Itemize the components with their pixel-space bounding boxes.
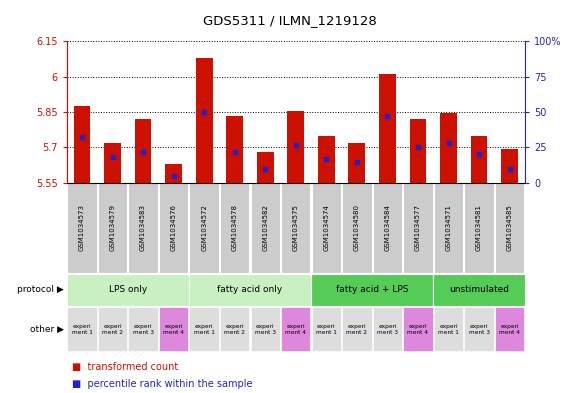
Bar — [67, 307, 97, 351]
Text: GSM1034582: GSM1034582 — [262, 204, 269, 252]
Text: GSM1034581: GSM1034581 — [476, 204, 482, 252]
Bar — [128, 307, 158, 351]
Text: experi
ment 2: experi ment 2 — [346, 324, 367, 334]
Text: experi
ment 4: experi ment 4 — [163, 324, 184, 334]
Bar — [403, 183, 433, 273]
Text: ■  transformed count: ■ transformed count — [72, 362, 179, 373]
Text: experi
ment 2: experi ment 2 — [224, 324, 245, 334]
Text: experi
ment 1: experi ment 1 — [194, 324, 215, 334]
Bar — [495, 183, 524, 273]
Bar — [342, 307, 372, 351]
Bar — [409, 119, 426, 183]
Text: experi
ment 1: experi ment 1 — [71, 324, 92, 334]
Bar — [433, 274, 525, 306]
Text: experi
ment 1: experi ment 1 — [438, 324, 459, 334]
Text: experi
ment 4: experi ment 4 — [499, 324, 520, 334]
Bar — [373, 307, 402, 351]
Bar — [288, 111, 304, 183]
Bar — [311, 183, 341, 273]
Bar — [281, 183, 310, 273]
Text: GSM1034580: GSM1034580 — [354, 204, 360, 252]
Bar — [220, 183, 249, 273]
Text: experi
ment 3: experi ment 3 — [133, 324, 154, 334]
Text: experi
ment 3: experi ment 3 — [469, 324, 490, 334]
Bar — [74, 106, 90, 183]
Bar — [465, 307, 494, 351]
Text: experi
ment 3: experi ment 3 — [255, 324, 276, 334]
Bar — [349, 143, 365, 183]
Text: GSM1034578: GSM1034578 — [231, 204, 238, 252]
Text: GSM1034575: GSM1034575 — [293, 204, 299, 252]
Text: experi
ment 1: experi ment 1 — [316, 324, 337, 334]
Text: GSM1034584: GSM1034584 — [385, 204, 390, 252]
Text: GSM1034572: GSM1034572 — [201, 204, 207, 252]
Text: GSM1034576: GSM1034576 — [171, 204, 177, 252]
Bar — [220, 307, 249, 351]
Bar — [159, 183, 188, 273]
Text: other ▶: other ▶ — [30, 325, 64, 334]
Bar — [434, 183, 463, 273]
Bar — [311, 274, 433, 306]
Text: experi
ment 3: experi ment 3 — [377, 324, 398, 334]
Bar — [67, 183, 97, 273]
Bar — [440, 113, 457, 183]
Text: GSM1034577: GSM1034577 — [415, 204, 421, 252]
Bar — [318, 136, 335, 183]
Bar — [281, 307, 310, 351]
Bar — [373, 183, 402, 273]
Bar — [196, 58, 212, 183]
Bar — [104, 143, 121, 183]
Bar — [165, 164, 182, 183]
Bar — [98, 307, 127, 351]
Bar — [311, 307, 341, 351]
Text: ■  percentile rank within the sample: ■ percentile rank within the sample — [72, 379, 253, 389]
Bar — [495, 307, 524, 351]
Bar — [257, 152, 274, 183]
Text: experi
ment 4: experi ment 4 — [408, 324, 429, 334]
Text: GSM1034583: GSM1034583 — [140, 204, 146, 252]
Text: GSM1034585: GSM1034585 — [506, 204, 513, 252]
Bar — [226, 116, 243, 183]
Bar — [403, 307, 433, 351]
Bar — [98, 183, 127, 273]
Bar — [190, 183, 219, 273]
Text: experi
ment 2: experi ment 2 — [102, 324, 123, 334]
Bar — [342, 183, 372, 273]
Bar — [434, 307, 463, 351]
Bar — [190, 307, 219, 351]
Text: protocol ▶: protocol ▶ — [17, 285, 64, 294]
Bar — [135, 119, 151, 183]
Bar — [67, 274, 189, 306]
Text: GSM1034571: GSM1034571 — [445, 204, 452, 252]
Bar — [471, 136, 487, 183]
Bar — [159, 307, 188, 351]
Bar — [501, 149, 518, 183]
Text: GSM1034579: GSM1034579 — [110, 204, 115, 252]
Text: unstimulated: unstimulated — [449, 285, 509, 294]
Text: fatty acid + LPS: fatty acid + LPS — [336, 285, 408, 294]
Text: experi
ment 4: experi ment 4 — [285, 324, 306, 334]
Bar — [189, 274, 311, 306]
Bar — [251, 307, 280, 351]
Text: GDS5311 / ILMN_1219128: GDS5311 / ILMN_1219128 — [203, 14, 377, 27]
Bar — [379, 74, 396, 183]
Bar — [128, 183, 158, 273]
Bar — [465, 183, 494, 273]
Bar — [251, 183, 280, 273]
Text: GSM1034574: GSM1034574 — [323, 204, 329, 252]
Text: GSM1034573: GSM1034573 — [79, 204, 85, 252]
Text: LPS only: LPS only — [108, 285, 147, 294]
Text: fatty acid only: fatty acid only — [218, 285, 282, 294]
